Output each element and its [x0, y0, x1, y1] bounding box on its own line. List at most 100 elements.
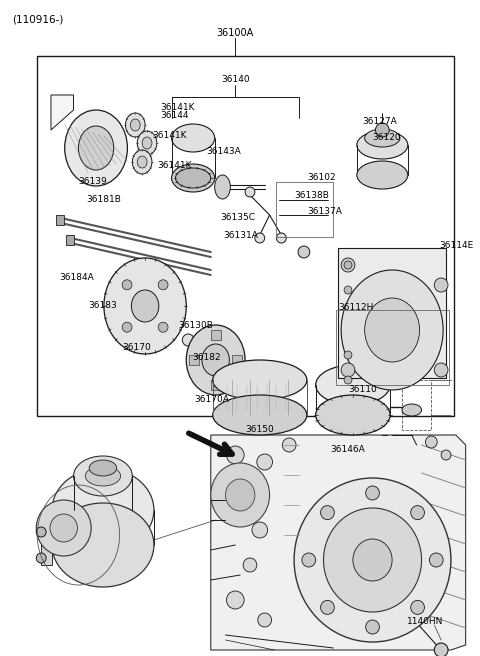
Ellipse shape: [132, 150, 152, 174]
Ellipse shape: [434, 278, 448, 292]
Ellipse shape: [298, 246, 310, 258]
Ellipse shape: [375, 123, 389, 137]
Ellipse shape: [366, 620, 379, 634]
Ellipse shape: [402, 404, 421, 416]
Text: 36138B: 36138B: [294, 192, 329, 201]
Text: 36146A: 36146A: [331, 445, 365, 455]
Text: 36181B: 36181B: [86, 195, 121, 205]
Ellipse shape: [122, 280, 132, 290]
Ellipse shape: [366, 486, 379, 500]
Bar: [56, 215, 64, 225]
Ellipse shape: [73, 456, 132, 496]
Bar: [211, 380, 221, 390]
Ellipse shape: [137, 131, 157, 155]
Ellipse shape: [353, 539, 392, 581]
Ellipse shape: [276, 233, 286, 243]
Ellipse shape: [52, 503, 154, 587]
Text: 36102: 36102: [307, 173, 336, 182]
Text: 36184A: 36184A: [59, 274, 94, 283]
Text: 36141K: 36141K: [152, 131, 186, 140]
Ellipse shape: [425, 436, 437, 448]
Text: (110916-): (110916-): [12, 14, 63, 24]
Text: 36140: 36140: [221, 75, 250, 85]
Bar: [276, 182, 333, 237]
Ellipse shape: [85, 466, 120, 486]
Ellipse shape: [158, 322, 168, 332]
Ellipse shape: [52, 468, 154, 552]
Ellipse shape: [89, 460, 117, 476]
Ellipse shape: [122, 322, 132, 332]
Text: 36120: 36120: [372, 133, 401, 142]
Ellipse shape: [213, 395, 307, 435]
Ellipse shape: [252, 522, 268, 538]
Ellipse shape: [227, 446, 244, 464]
Text: 36100A: 36100A: [216, 28, 254, 38]
Ellipse shape: [321, 600, 335, 615]
Ellipse shape: [227, 591, 244, 609]
Polygon shape: [51, 95, 73, 130]
Ellipse shape: [182, 334, 194, 346]
Ellipse shape: [357, 161, 408, 189]
Text: 36131A: 36131A: [224, 230, 258, 239]
Ellipse shape: [441, 450, 451, 460]
Ellipse shape: [341, 258, 355, 272]
Ellipse shape: [78, 126, 114, 170]
Ellipse shape: [142, 137, 152, 149]
Ellipse shape: [186, 325, 245, 395]
Text: 36139: 36139: [78, 178, 107, 186]
Ellipse shape: [202, 344, 229, 376]
Ellipse shape: [245, 187, 255, 197]
Ellipse shape: [171, 164, 215, 192]
Ellipse shape: [411, 600, 424, 615]
Ellipse shape: [213, 360, 307, 400]
Text: 36150: 36150: [245, 426, 274, 434]
Text: 36141K: 36141K: [160, 104, 194, 112]
Text: 36137A: 36137A: [307, 207, 342, 216]
Ellipse shape: [344, 351, 352, 359]
Ellipse shape: [36, 500, 91, 556]
Ellipse shape: [226, 479, 255, 511]
Ellipse shape: [104, 258, 186, 354]
Text: 36183: 36183: [88, 300, 117, 310]
Text: 36182: 36182: [192, 354, 221, 363]
Ellipse shape: [243, 558, 257, 572]
Ellipse shape: [158, 280, 168, 290]
Ellipse shape: [365, 129, 400, 147]
Text: 36144: 36144: [160, 110, 189, 119]
Ellipse shape: [36, 527, 46, 537]
Ellipse shape: [341, 270, 443, 390]
Ellipse shape: [282, 438, 296, 452]
Ellipse shape: [132, 290, 159, 322]
Ellipse shape: [131, 119, 140, 131]
Text: 36170: 36170: [122, 342, 151, 352]
Bar: [211, 330, 221, 340]
Bar: [232, 355, 242, 365]
Ellipse shape: [36, 553, 46, 563]
Ellipse shape: [258, 613, 272, 627]
Text: 36135C: 36135C: [221, 213, 255, 222]
Polygon shape: [211, 435, 466, 650]
Text: 36141K: 36141K: [157, 161, 192, 169]
Ellipse shape: [344, 261, 352, 269]
Ellipse shape: [434, 643, 448, 656]
Ellipse shape: [125, 113, 145, 137]
Text: 36143A: 36143A: [206, 148, 241, 157]
Ellipse shape: [294, 478, 451, 642]
Ellipse shape: [316, 395, 390, 435]
Ellipse shape: [316, 365, 390, 405]
Ellipse shape: [226, 500, 245, 520]
Text: 36170A: 36170A: [194, 396, 229, 405]
Ellipse shape: [65, 110, 128, 186]
Ellipse shape: [257, 454, 273, 470]
Bar: [189, 355, 199, 365]
Ellipse shape: [50, 514, 77, 542]
Bar: [66, 235, 73, 245]
Ellipse shape: [211, 463, 270, 527]
Text: 36127A: 36127A: [363, 117, 397, 127]
Ellipse shape: [344, 286, 352, 294]
Ellipse shape: [171, 124, 215, 152]
Ellipse shape: [176, 168, 211, 188]
Ellipse shape: [302, 553, 316, 567]
Ellipse shape: [411, 506, 424, 520]
Ellipse shape: [137, 156, 147, 168]
